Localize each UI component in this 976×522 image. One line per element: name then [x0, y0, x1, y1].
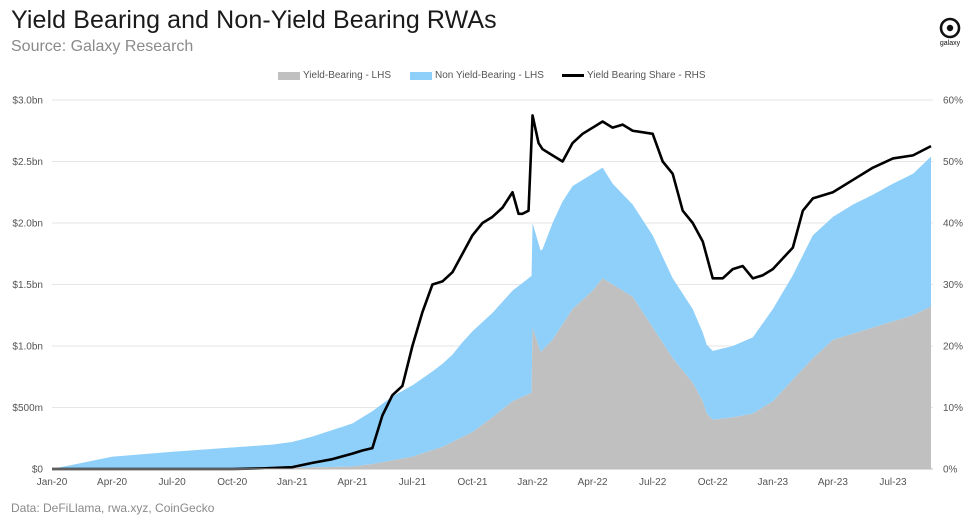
- legend-item-yield: Yield-Bearing - LHS: [278, 70, 391, 81]
- left-axis-tick-label: $1.0bn: [12, 342, 43, 353]
- area-non-yield-bearing: [52, 156, 931, 469]
- legend-swatch-nonyield: [410, 71, 432, 80]
- x-axis-tick-label: Apr-20: [97, 477, 127, 488]
- chart-subtitle: Source: Galaxy Research: [11, 38, 194, 55]
- axes: $0 $500m $1.0bn $1.5bn $2.0bn $2.5bn $3.0bn 0% 1…: [12, 96, 963, 489]
- x-axis-tick-label: Jan-22: [517, 477, 548, 488]
- right-axis-tick-label: 0%: [943, 465, 958, 476]
- left-axis-tick-label: $3.0bn: [12, 96, 43, 107]
- left-axis-tick-label: $500m: [12, 403, 43, 414]
- right-axis-tick-label: 40%: [943, 219, 963, 230]
- x-axis-tick-label: Jan-20: [37, 477, 68, 488]
- x-axis-tick-label: Apr-21: [337, 477, 367, 488]
- legend-item-share: Yield Bearing Share - RHS: [562, 70, 706, 81]
- right-axis-tick-label: 30%: [943, 280, 963, 291]
- logo-text: galaxy: [939, 40, 961, 47]
- x-axis-tick-label: Jul-20: [159, 477, 187, 488]
- area-series: [52, 156, 931, 469]
- left-axis-tick-label: $2.0bn: [12, 219, 43, 230]
- x-axis-tick-label: Jul-22: [639, 477, 667, 488]
- line-series: [52, 114, 932, 471]
- right-axis-tick-label: 20%: [943, 342, 963, 353]
- left-axis-tick-label: $1.5bn: [12, 280, 43, 291]
- legend-item-nonyield: Non Yield-Bearing - LHS: [410, 70, 544, 81]
- right-axis-tick-label: 50%: [943, 157, 963, 168]
- x-axis-tick-label: Jul-21: [399, 477, 427, 488]
- right-axis-tick-label: 10%: [943, 403, 963, 414]
- area-yield-bearing: [52, 278, 931, 469]
- left-axis-tick-label: $2.5bn: [12, 157, 43, 168]
- x-axis-tick-label: Oct-20: [217, 477, 247, 488]
- line-yield-bearing-share: [52, 114, 932, 471]
- x-axis-tick-label: Apr-22: [578, 477, 608, 488]
- legend-label-nonyield: Non Yield-Bearing - LHS: [435, 70, 544, 81]
- x-axis-tick-label: Oct-22: [698, 477, 728, 488]
- galaxy-logo-icon: [939, 17, 961, 39]
- legend-label-yield: Yield-Bearing - LHS: [303, 70, 392, 81]
- chart-title: Yield Bearing and Non-Yield Bearing RWAs: [11, 6, 497, 34]
- x-axis-tick-label: Jul-23: [879, 477, 907, 488]
- right-axis-tick-label: 60%: [943, 96, 963, 107]
- legend-swatch-yield: [278, 71, 300, 80]
- legend-label-share: Yield Bearing Share - RHS: [587, 70, 706, 81]
- legend-swatch-share: [562, 74, 584, 77]
- x-axis-tick-label: Apr-23: [818, 477, 848, 488]
- left-axis-tick-label: $0: [32, 465, 44, 476]
- data-source-note: Data: DeFiLlama, rwa.xyz, CoinGecko: [11, 501, 215, 515]
- x-axis-tick-label: Jan-23: [758, 477, 789, 488]
- chart-legend: Yield-Bearing - LHS Non Yield-Bearing - …: [0, 70, 976, 84]
- x-axis-tick-label: Jan-21: [277, 477, 308, 488]
- x-axis-tick-label: Oct-21: [457, 477, 487, 488]
